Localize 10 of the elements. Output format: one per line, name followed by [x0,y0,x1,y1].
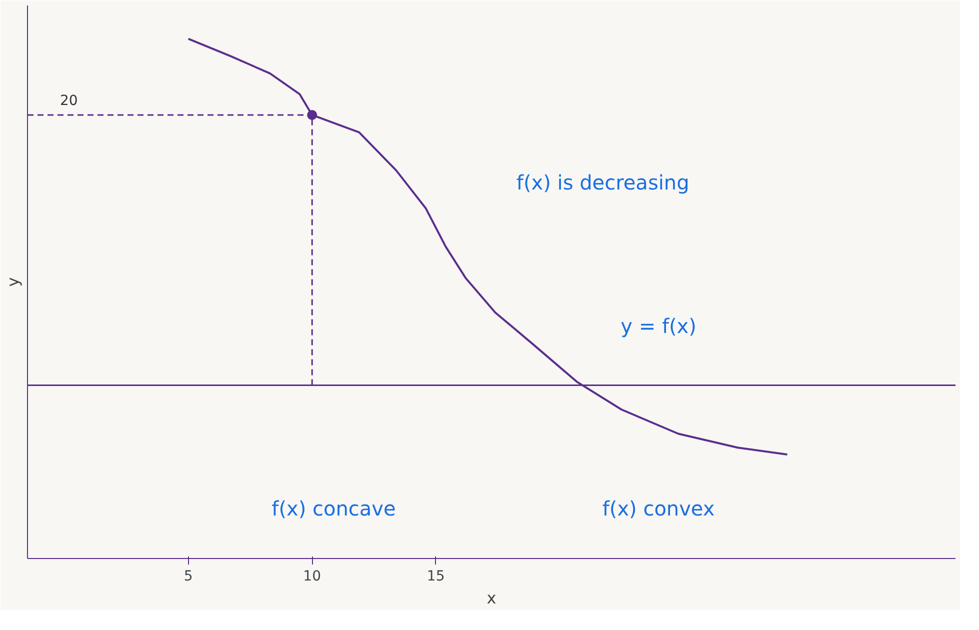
x-tick-label: 5 [184,568,193,584]
text: f(x) concave [272,496,396,521]
annotation: f(x) is decreasing [516,170,690,194]
text: f(x) convex [602,496,715,521]
annotation: y = f(x) [620,314,696,338]
x-tick-label: 10 [303,568,322,584]
x-tick-label: 15 [426,568,445,584]
y-axis-title: y [4,277,22,287]
x-axis-title: x [486,588,496,608]
annotation: 20 [60,93,78,110]
